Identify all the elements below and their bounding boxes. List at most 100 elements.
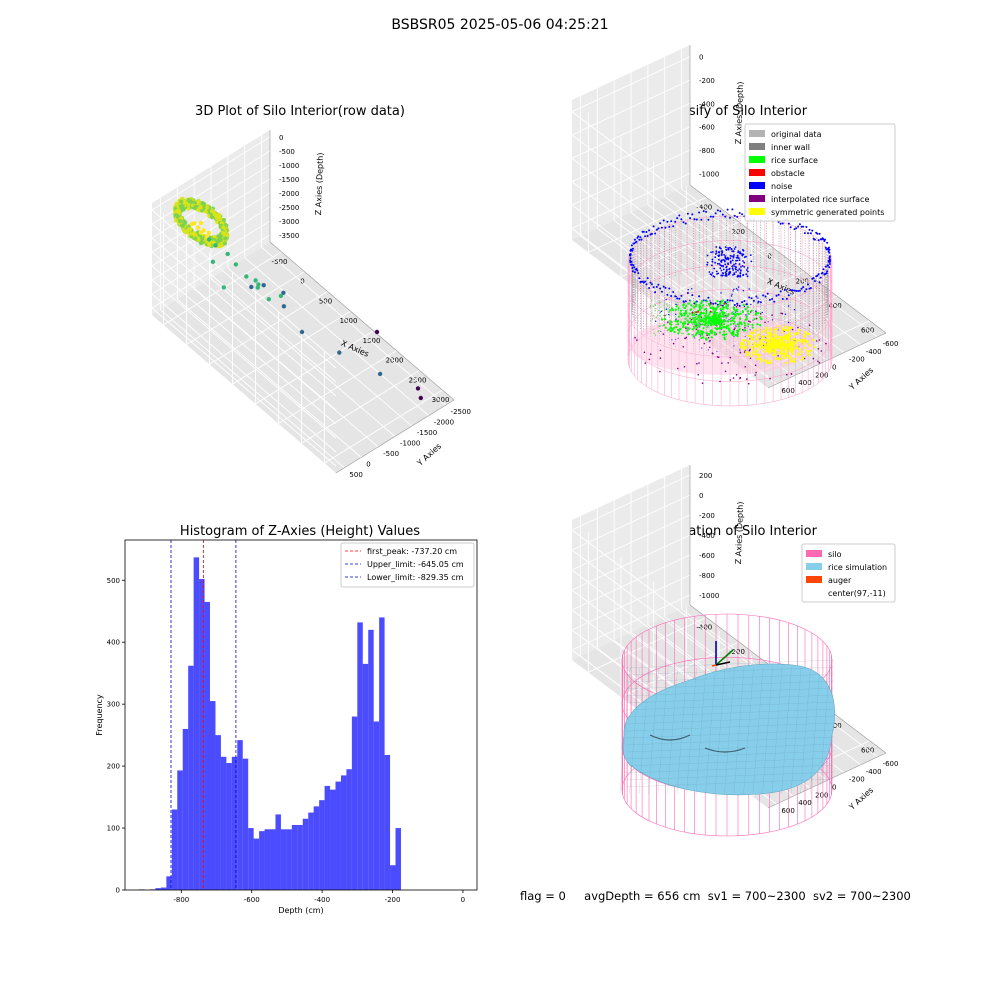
noise-point <box>791 289 794 292</box>
interpolated-point <box>715 333 718 335</box>
noise-point <box>748 296 751 299</box>
rice-point <box>671 308 675 312</box>
ring-point <box>203 209 209 214</box>
rice-point <box>709 319 713 322</box>
z-grid-right <box>151 192 271 267</box>
symmetric-point <box>774 330 777 334</box>
z-tick-label: -1000 <box>699 170 719 178</box>
rice-point <box>676 320 679 323</box>
mesh-line <box>648 667 659 795</box>
noise-point <box>731 265 734 267</box>
z-grid-right <box>151 164 271 239</box>
rice-point <box>688 312 691 315</box>
noise-point <box>668 313 670 316</box>
noise-point <box>725 303 727 305</box>
rice-point <box>677 309 680 311</box>
rice-point <box>700 318 702 320</box>
legend-label: first_peak: -737.20 cm <box>367 547 457 556</box>
symmetric-point <box>783 352 786 356</box>
rice-point <box>728 328 731 331</box>
rice-point <box>649 320 652 322</box>
symmetric-point <box>793 332 796 336</box>
symmetric-point <box>749 355 753 358</box>
symmetric-point <box>799 340 802 343</box>
rice-point <box>699 333 702 336</box>
noise-point <box>735 259 737 262</box>
interpolated-point <box>659 357 662 359</box>
mesh-line <box>657 667 669 795</box>
noise-point <box>737 289 739 291</box>
noise-point <box>659 222 662 225</box>
noise-point <box>727 248 730 251</box>
rice-point <box>736 308 739 311</box>
axis-edge <box>767 332 887 389</box>
noise-point <box>686 292 689 294</box>
noise-point <box>766 292 769 295</box>
interpolated-point <box>720 304 722 307</box>
noise-point <box>675 295 677 298</box>
legend-swatch <box>806 550 822 557</box>
rice-point <box>725 327 728 330</box>
noise-point <box>818 232 821 235</box>
symmetric-point <box>755 353 758 356</box>
z-grid-right <box>151 136 271 211</box>
symmetric-point <box>759 340 762 344</box>
noise-point <box>717 254 720 257</box>
noise-point <box>675 338 677 341</box>
z-grid-right <box>151 150 271 225</box>
noise-point <box>798 289 801 292</box>
noise-point <box>731 299 734 302</box>
noise-point <box>631 249 634 252</box>
symmetric-point <box>793 360 796 363</box>
interpolated-surface-tint <box>630 315 814 375</box>
noise-point <box>718 263 721 265</box>
rice-point <box>661 309 663 312</box>
rice-point <box>679 312 683 315</box>
noise-point <box>698 339 701 341</box>
ring-point <box>186 206 191 211</box>
mesh-line <box>629 667 640 795</box>
rice-point <box>689 299 692 301</box>
data-point <box>244 274 249 279</box>
symmetric-point <box>802 356 805 359</box>
noise-point <box>725 320 727 322</box>
noise-point <box>652 225 655 228</box>
wall-ring <box>627 313 833 407</box>
legend-label: interpolated rice surface <box>771 195 869 204</box>
data-point <box>337 350 342 355</box>
y-tick-label: 300 <box>107 701 120 709</box>
noise-point <box>660 290 663 293</box>
noise-point <box>802 286 805 289</box>
rice-point <box>710 329 713 332</box>
noise-point <box>736 275 739 278</box>
symmetric-point <box>750 345 753 349</box>
symmetric-point <box>790 350 793 354</box>
rice-point <box>745 317 748 320</box>
mesh-line <box>625 778 835 788</box>
wall-ring <box>627 289 833 382</box>
y-tick-label: 200 <box>107 763 120 771</box>
noise-point <box>724 246 727 249</box>
z-tick-label: -1000 <box>699 592 719 600</box>
mesh-line <box>625 771 835 781</box>
rice-point <box>716 300 719 303</box>
interpolated-point <box>634 336 636 339</box>
histogram-bar <box>182 728 189 890</box>
rice-point <box>694 301 697 304</box>
noise-point <box>729 216 731 219</box>
data-point <box>225 251 230 257</box>
symmetric-point <box>797 328 801 332</box>
rice-point <box>677 323 680 326</box>
rice-point <box>702 327 705 330</box>
z-tick-label: -3500 <box>279 232 299 240</box>
noise-point <box>706 261 709 264</box>
noise-point <box>793 309 796 311</box>
noise-point <box>725 249 728 251</box>
histogram-bar <box>270 829 276 890</box>
noise-point <box>665 298 667 301</box>
noise-point <box>700 218 703 221</box>
histogram-bar <box>302 818 309 890</box>
rice-point <box>750 309 753 312</box>
legend-swatch <box>806 589 822 596</box>
symmetric-point <box>752 331 755 335</box>
